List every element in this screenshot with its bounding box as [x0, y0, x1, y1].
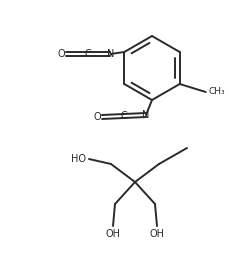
Text: OH: OH — [149, 229, 164, 239]
Text: O: O — [93, 112, 101, 122]
Text: OH: OH — [105, 229, 120, 239]
Text: O: O — [57, 49, 65, 59]
Text: C: C — [85, 49, 91, 59]
Text: C: C — [120, 111, 127, 121]
Text: HO: HO — [71, 154, 86, 164]
Text: N: N — [106, 49, 114, 59]
Text: N: N — [142, 110, 149, 120]
Text: CH₃: CH₃ — [208, 87, 224, 96]
